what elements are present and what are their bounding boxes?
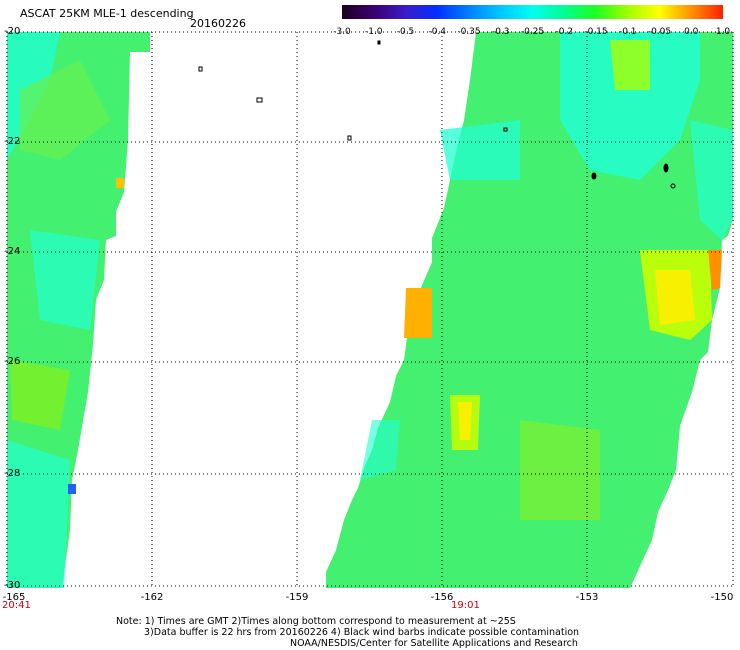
notes-block: Note: 1) Times are GMT 2)Times along bot… xyxy=(116,616,579,649)
map-title: ASCAT 25KM MLE-1 descending xyxy=(20,7,194,20)
lat-label: -20 xyxy=(4,26,21,37)
colorbar-label: -0.25 xyxy=(520,27,545,37)
colorbar-label: -0.05 xyxy=(647,27,672,37)
note-line-1: Note: 1) Times are GMT 2)Times along bot… xyxy=(116,616,516,627)
lat-label: -22 xyxy=(4,136,21,147)
note-line-2: 3)Data buffer is 22 hrs from 20160226 4)… xyxy=(144,627,580,638)
time-label-center: 19:01 xyxy=(451,600,480,611)
island-outlines xyxy=(198,40,676,189)
lon-label: -159 xyxy=(285,592,309,603)
colorbar-label: -0.4 xyxy=(428,27,447,37)
lat-label: -28 xyxy=(4,468,21,479)
colorbar-label: -0.3 xyxy=(491,27,510,37)
lon-label: -165 xyxy=(2,592,26,603)
colorbar-label: -0.1 xyxy=(618,27,637,37)
lat-label: -30 xyxy=(4,580,21,591)
colorbar-label: -0.2 xyxy=(555,27,574,37)
lat-label: -24 xyxy=(4,246,21,257)
lon-label: -162 xyxy=(140,592,164,603)
colorbar-label: -3.0 xyxy=(333,27,351,37)
colorbar-label: -0.35 xyxy=(457,27,481,37)
lon-label: -150 xyxy=(710,592,734,603)
lon-label: -153 xyxy=(575,592,599,603)
colorbar-label: 0.0 xyxy=(684,27,699,37)
time-label-left: 20:41 xyxy=(2,600,31,611)
colorbar-label: 1.0 xyxy=(715,27,731,37)
lat-label: -26 xyxy=(4,356,21,367)
lon-label: -156 xyxy=(430,592,454,603)
colorbar-label: -1.0 xyxy=(364,27,383,37)
grid-lines xyxy=(6,31,734,588)
map-date: 20160226 xyxy=(190,17,246,30)
colorbar-label: -0.15 xyxy=(584,27,608,37)
colorbar-label: -0.5 xyxy=(396,27,415,37)
colorbar xyxy=(342,5,723,19)
note-line-3: NOAA/NESDIS/Center for Satellite Applica… xyxy=(290,638,578,649)
